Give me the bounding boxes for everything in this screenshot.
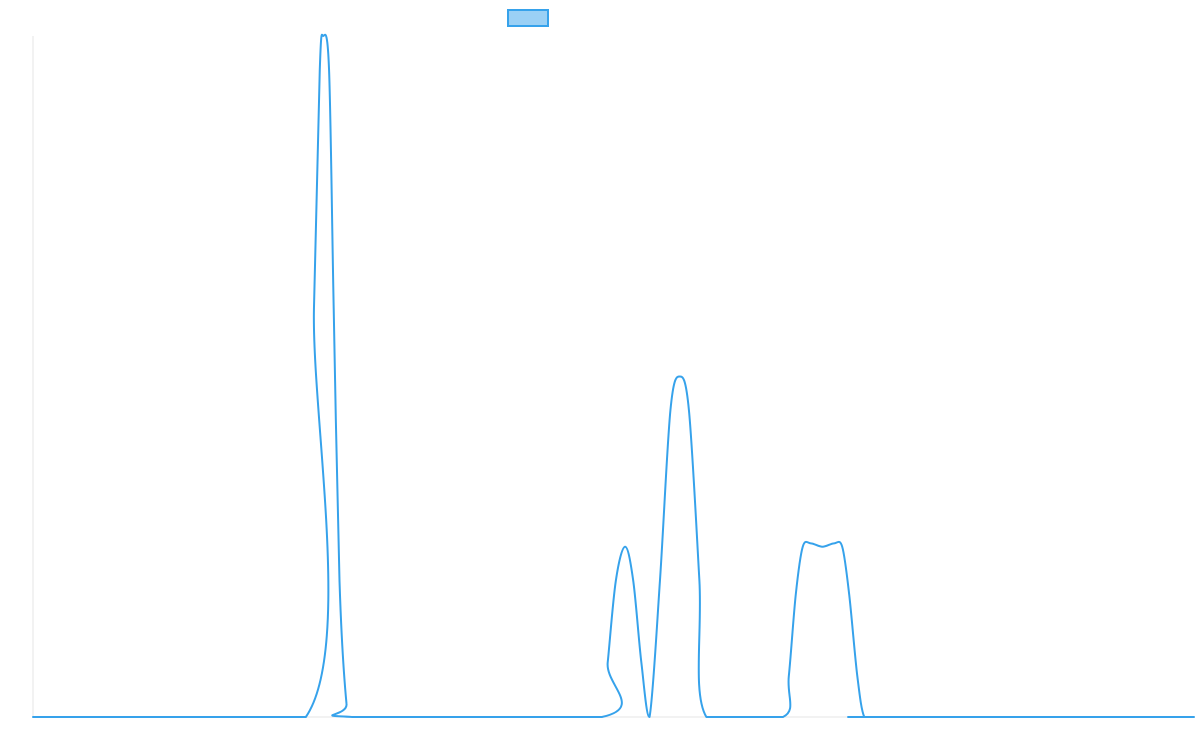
legend-swatch-series-1[interactable] bbox=[507, 9, 549, 27]
series-line-1[interactable] bbox=[32, 33, 1195, 719]
legend bbox=[507, 9, 549, 27]
plot-area bbox=[32, 33, 1195, 719]
axes bbox=[32, 36, 1194, 718]
